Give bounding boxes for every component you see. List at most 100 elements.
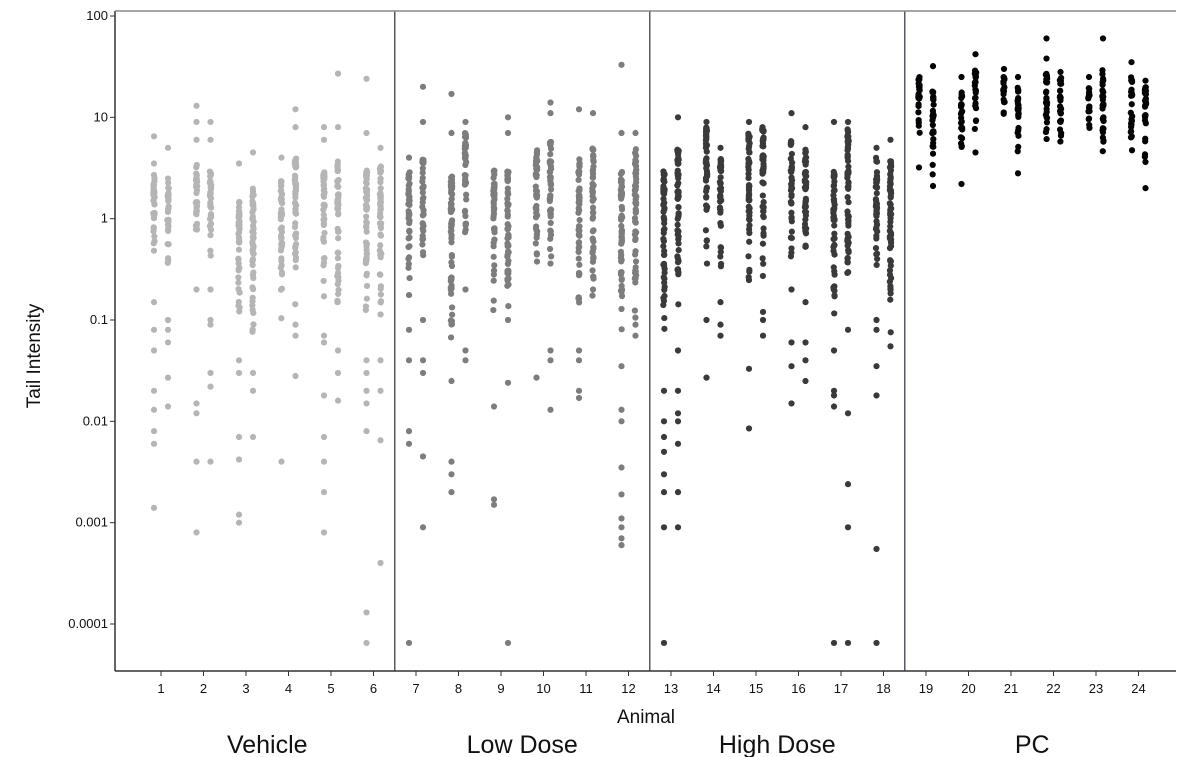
data-point [334,167,341,175]
data-point [504,639,512,647]
data-point [193,102,200,109]
data-point [363,369,370,377]
data-point [505,303,512,310]
data-point [334,124,342,131]
data-point [377,387,384,394]
data-point [1042,89,1050,96]
data-point [320,174,327,181]
data-point [844,639,852,647]
data-point [830,639,838,647]
data-point [886,271,894,278]
data-point [830,286,837,293]
data-point [207,210,215,218]
data-point [972,73,979,80]
data-point [788,363,795,370]
data-point [419,189,426,196]
data-point [377,285,384,292]
data-point [958,142,965,150]
data-point [293,181,300,188]
data-point [278,182,285,189]
data-point [363,75,370,82]
data-point [674,215,681,222]
data-point [448,253,455,260]
data-point [377,437,384,444]
data-point [532,240,539,247]
data-point [448,377,455,385]
x-tick-label: 8 [455,681,462,696]
data-point [703,171,711,178]
data-point [235,302,242,309]
data-point [532,183,539,190]
data-point [873,392,880,399]
data-point [576,232,583,239]
data-point [831,271,838,278]
data-point [845,216,852,223]
data-point [802,377,809,385]
data-point [618,491,625,498]
data-point [830,118,838,126]
data-point [363,250,371,257]
data-point [845,163,852,170]
data-point [746,238,753,245]
data-points [150,35,1150,647]
data-point [490,403,498,410]
data-point [420,207,427,214]
data-point [702,177,710,184]
data-point [618,363,625,370]
data-point [759,332,767,339]
data-point [1043,55,1050,62]
data-point [320,124,328,131]
data-point [419,453,427,460]
data-point [150,182,158,189]
data-point [661,325,668,332]
data-point [760,199,767,206]
data-point [788,110,795,117]
data-point [1142,97,1149,104]
data-point [590,195,597,203]
data-point [1099,125,1106,132]
data-point [632,236,639,244]
data-point [874,228,881,235]
data-point [363,129,370,137]
data-point [292,301,299,308]
data-point [377,291,384,298]
data-point [844,172,851,179]
data-point [419,178,426,185]
data-point [745,155,752,163]
data-point [490,253,497,260]
data-point [930,96,937,103]
data-point [589,236,597,244]
data-point [1086,124,1093,132]
data-point [746,216,753,224]
data-point [845,268,852,276]
data-point [150,211,157,218]
data-point [533,151,541,158]
data-point [377,311,384,318]
data-point [575,176,582,184]
data-point [760,153,767,160]
data-point [292,156,299,163]
data-point [505,267,512,274]
data-point [675,271,682,278]
data-point [759,308,767,316]
data-point [802,150,809,157]
data-point [844,254,851,262]
data-point [844,326,852,333]
data-point [249,246,257,253]
data-point [618,524,625,531]
data-point [461,208,469,216]
data-point [674,149,682,157]
data-point [505,249,512,256]
data-point [278,285,285,292]
data-point [547,347,554,354]
data-point [916,87,923,94]
data-point [405,326,413,333]
data-point [250,269,257,276]
x-tick-label: 17 [834,681,848,696]
data-point [930,101,937,108]
data-point [377,166,384,173]
data-point [1142,138,1149,145]
data-point [362,185,369,192]
data-point [618,252,625,259]
